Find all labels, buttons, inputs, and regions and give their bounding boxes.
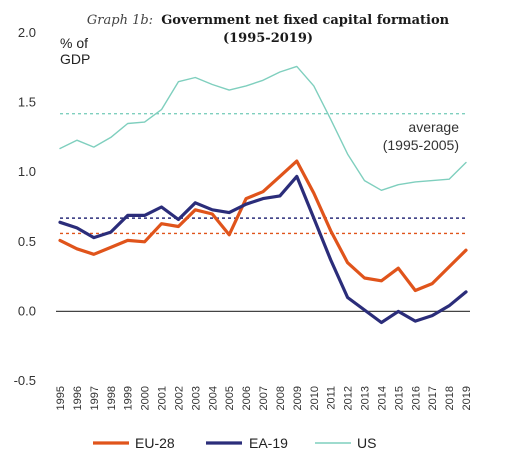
x-tick-label: 2018 — [444, 386, 456, 410]
y-axis-label-line-1: % of — [60, 35, 88, 51]
series-line-us — [59, 65, 467, 192]
x-tick-label: 2005 — [224, 386, 236, 410]
x-tick-label: 2013 — [360, 386, 372, 410]
y-tick-label: 0.5 — [18, 234, 36, 249]
legend-label-ea-19: EA-19 — [249, 435, 288, 451]
y-tick-label: 0.0 — [18, 303, 36, 318]
average-annotation-line-1: average — [408, 119, 459, 135]
legend: EU-28 EA-19 US — [93, 435, 376, 451]
y-tick-label: 1.0 — [18, 164, 36, 179]
x-tick-label: 2002 — [173, 386, 185, 410]
x-tick-label: 2009 — [292, 386, 304, 410]
chart-title-years: (1995-2019) — [223, 31, 313, 46]
x-tick-label: 1999 — [123, 386, 135, 410]
average-annotation-line-2: (1995-2005) — [383, 137, 459, 153]
x-tick-label: 2015 — [393, 386, 405, 410]
legend-label-eu-28: EU-28 — [135, 435, 175, 451]
series-line-eu-28 — [58, 159, 468, 293]
x-tick-label: 2010 — [309, 386, 321, 410]
series-lines — [58, 65, 468, 325]
x-tick-label: 1995 — [55, 386, 67, 410]
average-lines — [60, 113, 466, 235]
y-axis-label-line-2: GDP — [60, 51, 90, 67]
x-tick-label: 2003 — [190, 386, 202, 410]
x-tick-label: 2019 — [461, 386, 473, 410]
x-tick-label: 2004 — [207, 386, 219, 410]
y-tick-label: -0.5 — [14, 373, 36, 388]
x-tick-label: 2014 — [376, 386, 388, 410]
x-tick-label: 2001 — [157, 386, 169, 410]
x-tick-label: 2017 — [427, 386, 439, 410]
x-tick-label: 1998 — [106, 386, 118, 410]
chart-title-main: Government net fixed capital formation — [161, 13, 449, 28]
x-tick-label: 2012 — [343, 386, 355, 410]
x-tick-label: 2016 — [410, 386, 422, 410]
x-tick-label: 1996 — [72, 386, 84, 410]
series-line-ea-19 — [58, 174, 468, 325]
y-axis-ticks: 2.0 1.5 1.0 0.5 0.0 -0.5 — [14, 25, 36, 388]
x-axis-ticks: 1995 1996 1997 1998 1999 2000 2001 2002 2003 2004… — [55, 386, 473, 410]
y-tick-label: 1.5 — [18, 95, 36, 110]
x-tick-label: 1997 — [89, 386, 101, 410]
y-tick-label: 2.0 — [18, 25, 36, 40]
x-tick-label: 2006 — [241, 386, 253, 410]
x-tick-label: 2011 — [326, 386, 338, 410]
chart-title-prefix: Graph 1b: — [87, 13, 153, 28]
x-tick-label: 2008 — [275, 386, 287, 410]
x-tick-label: 2007 — [258, 386, 270, 410]
x-tick-label: 2000 — [140, 386, 152, 410]
chart-title: Graph 1b: Government net fixed capital f… — [87, 13, 450, 28]
legend-label-us: US — [357, 435, 376, 451]
